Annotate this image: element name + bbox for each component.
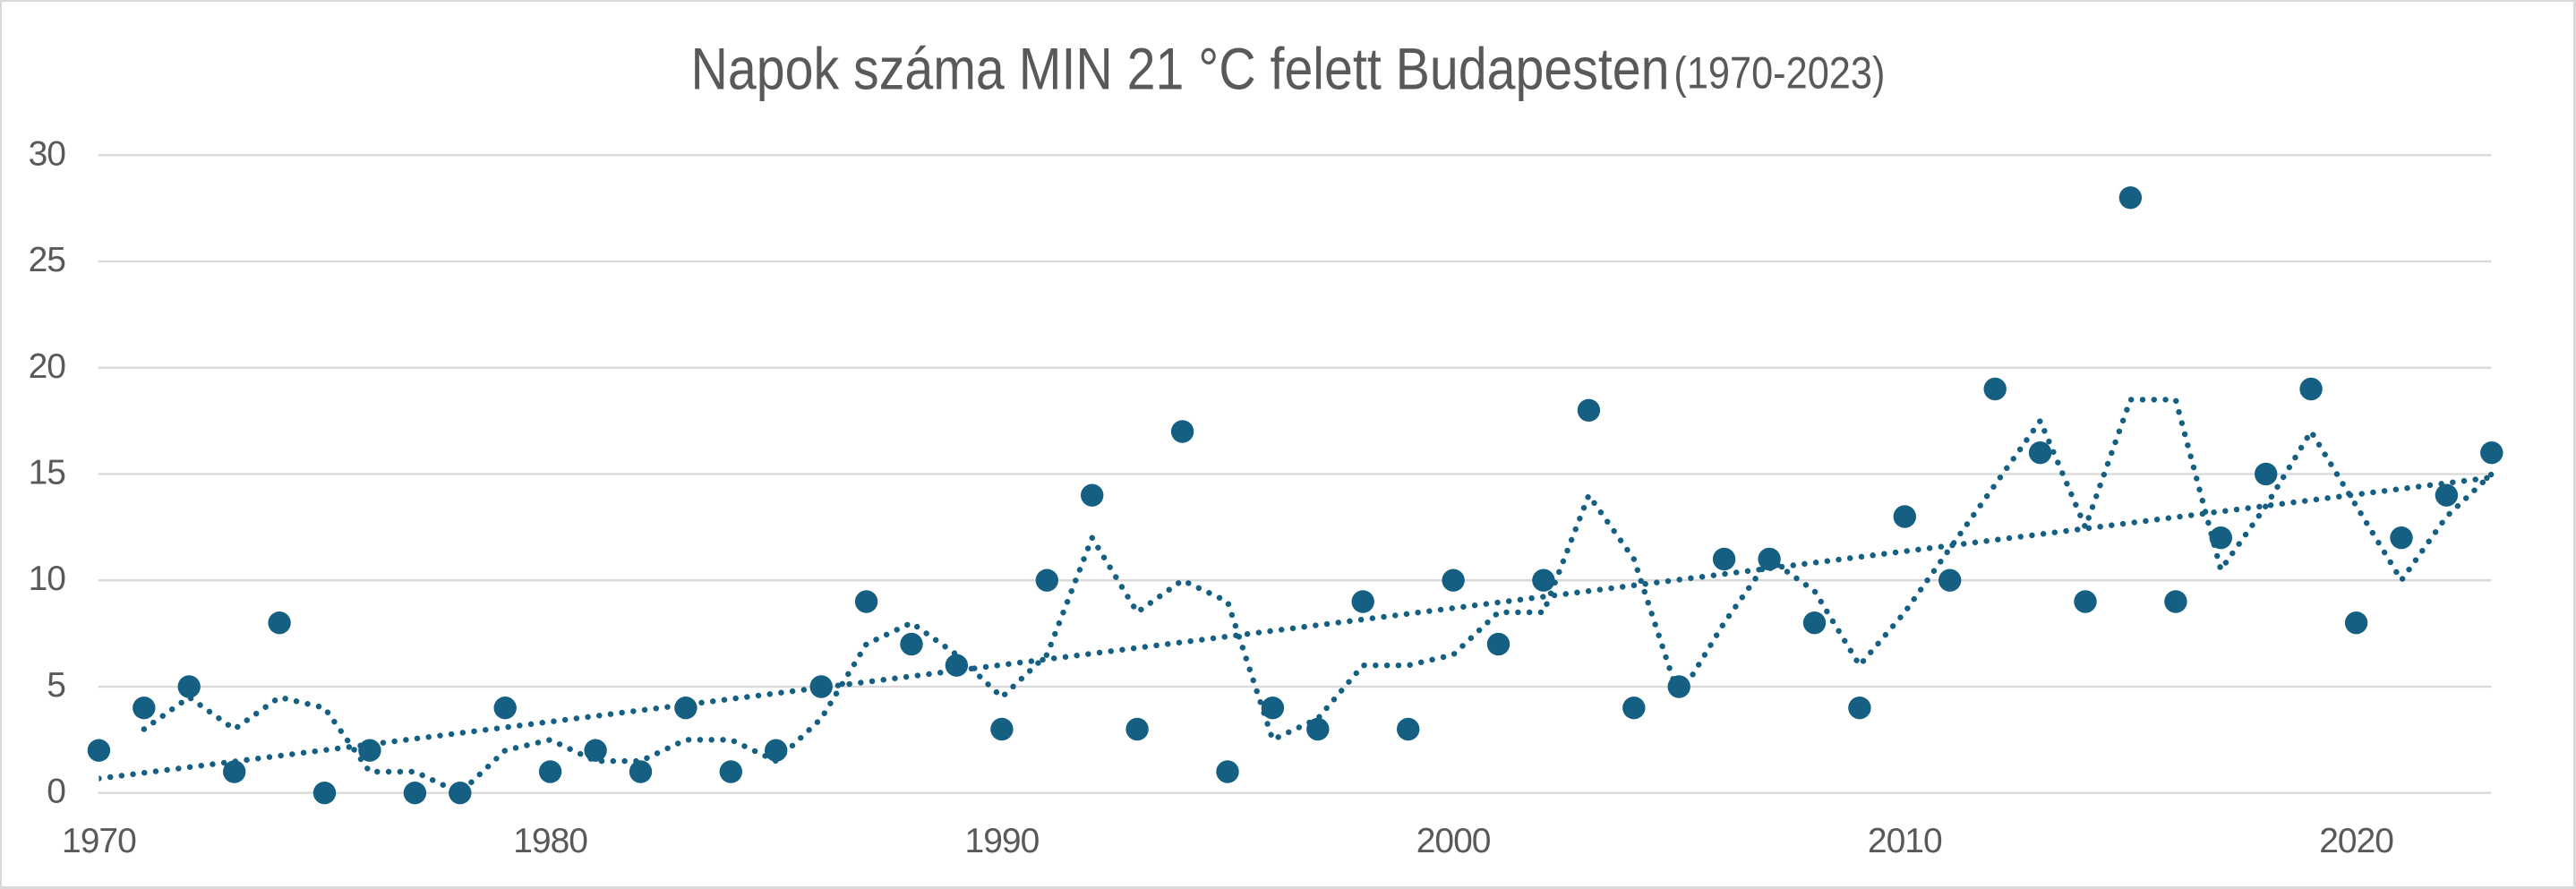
svg-text:0: 0 <box>47 773 65 811</box>
svg-text:2020: 2020 <box>2319 822 2393 860</box>
svg-text:10: 10 <box>29 560 66 598</box>
svg-text:1970: 1970 <box>62 822 136 860</box>
svg-text:30: 30 <box>29 134 66 173</box>
svg-text:Napok száma MIN 21 °C felett B: Napok száma MIN 21 °C felett Budapesten <box>691 35 1670 101</box>
svg-text:20: 20 <box>29 347 66 386</box>
svg-text:(1970-2023): (1970-2023) <box>1673 47 1885 98</box>
svg-text:25: 25 <box>29 241 66 279</box>
svg-text:1990: 1990 <box>965 822 1040 860</box>
svg-text:15: 15 <box>29 454 66 492</box>
svg-text:5: 5 <box>47 666 65 705</box>
svg-text:2010: 2010 <box>1868 822 1942 860</box>
svg-text:1980: 1980 <box>513 822 587 860</box>
svg-text:2000: 2000 <box>1416 822 1491 860</box>
